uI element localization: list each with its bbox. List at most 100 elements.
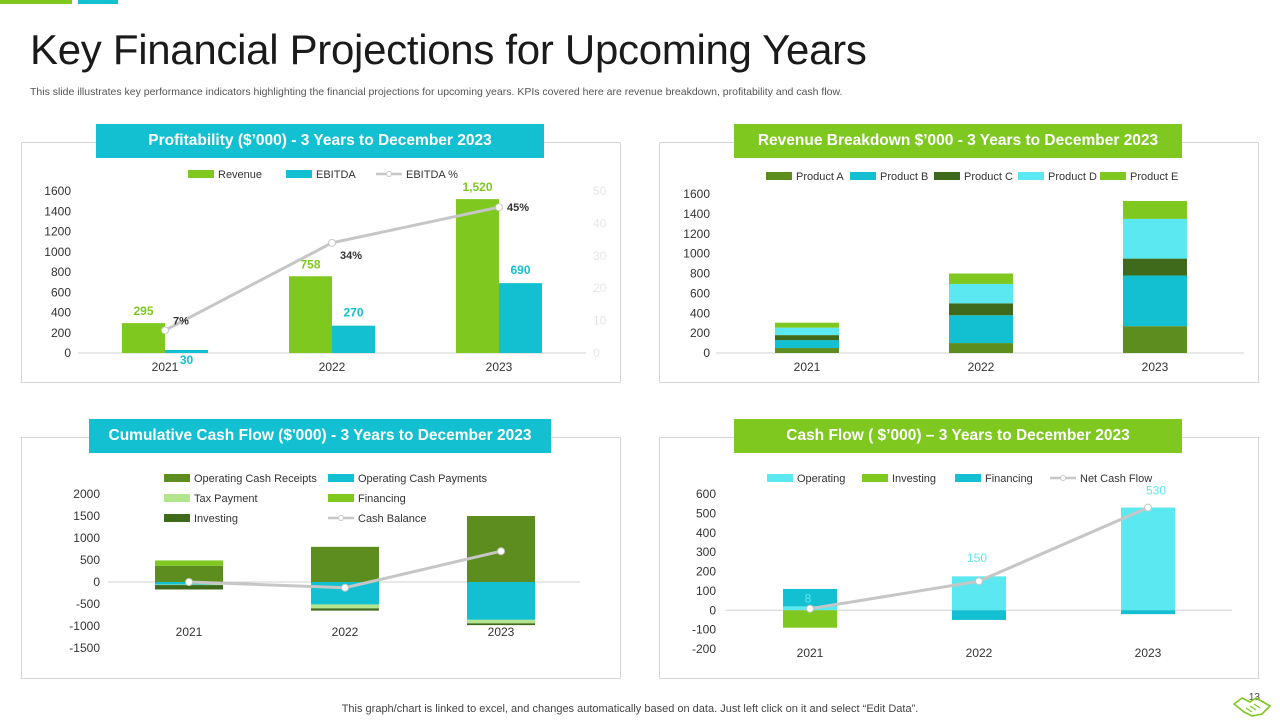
profit-xtick: 2022 bbox=[319, 360, 346, 374]
profit-legend-label: EBITDA bbox=[316, 169, 356, 181]
cashflow-point-net bbox=[975, 577, 983, 586]
revenue-legend-swatch bbox=[1018, 172, 1044, 180]
cumcash-ytick: -500 bbox=[76, 597, 100, 611]
profit-label-revenue: 1,520 bbox=[462, 180, 492, 194]
cashflow-ytick: -100 bbox=[692, 623, 716, 637]
revenue-xtick: 2023 bbox=[1142, 360, 1169, 374]
revenue-bar-product-c bbox=[775, 335, 839, 341]
revenue-bar-product-b bbox=[1123, 275, 1187, 327]
cumcash-legend-swatch bbox=[328, 494, 354, 502]
profit-ytick: 1400 bbox=[44, 204, 71, 218]
cumcash-ytick: -1500 bbox=[69, 641, 100, 655]
revenue-bar-product-e bbox=[775, 322, 839, 328]
revenue-bar-product-a bbox=[775, 348, 839, 353]
profit-legend-dot-key bbox=[386, 171, 392, 177]
cashflow-legend-dot-key bbox=[1060, 475, 1066, 481]
profit-label-ebitda-pct: 45% bbox=[507, 202, 529, 214]
revenue-ytick: 1000 bbox=[683, 247, 710, 261]
page-number: 13 bbox=[1248, 692, 1260, 703]
revenue-legend-label: Product A bbox=[796, 171, 844, 183]
profit-ytick: 1200 bbox=[44, 225, 71, 239]
cumcash-bar-operating-cash-receipts bbox=[311, 546, 379, 582]
cashflow-legend-swatch bbox=[862, 474, 888, 482]
profit-label-ebitda: 30 bbox=[180, 353, 194, 367]
cumcash-ytick: 2000 bbox=[73, 487, 100, 501]
page-title: Key Financial Projections for Upcoming Y… bbox=[30, 26, 867, 73]
cumcash-legend-swatch bbox=[164, 474, 190, 482]
cashflow-ytick: 400 bbox=[696, 526, 716, 540]
profit-ytick: 1600 bbox=[44, 184, 71, 198]
cumcash-xtick: 2023 bbox=[488, 625, 515, 639]
cashflow-ytick: 600 bbox=[696, 487, 716, 501]
cumcash-point-balance bbox=[497, 547, 505, 556]
cumcash-legend-swatch bbox=[164, 494, 190, 502]
profit-ytick: 200 bbox=[51, 326, 71, 340]
cashflow-ytick: 100 bbox=[696, 584, 716, 598]
revenue-bar-product-c bbox=[949, 303, 1013, 316]
cumcash-bar-operating-cash-payments bbox=[467, 582, 535, 620]
cumcash-legend-label: Investing bbox=[194, 513, 238, 525]
cashflow-bar-operating bbox=[1121, 507, 1175, 611]
cashflow-xtick: 2023 bbox=[1135, 646, 1162, 660]
revenue-bar-product-c bbox=[1123, 258, 1187, 276]
cashflow-label-net: 150 bbox=[967, 551, 987, 565]
cashflow-point-net bbox=[806, 604, 814, 613]
revenue-xtick: 2021 bbox=[794, 360, 821, 374]
revenue-ytick: 200 bbox=[690, 326, 710, 340]
profit-label-revenue: 758 bbox=[300, 257, 320, 271]
cumcash-ytick: -1000 bbox=[69, 619, 100, 633]
profit-label-revenue: 295 bbox=[133, 304, 153, 318]
accent-bar-cyan bbox=[78, 0, 118, 4]
profit-bar-revenue bbox=[456, 199, 499, 353]
cashflow-bar-investing bbox=[783, 610, 837, 628]
profit-ytick: 600 bbox=[51, 285, 71, 299]
cumcash-legend-label: Operating Cash Receipts bbox=[194, 473, 317, 485]
revenue-legend-label: Product C bbox=[964, 171, 1013, 183]
profit-bar-revenue bbox=[122, 323, 165, 353]
cash-flow-header: Cash Flow ( $’000) – 3 Years to December… bbox=[734, 419, 1182, 453]
cumcash-bar-tax-payment bbox=[311, 604, 379, 609]
profit-legend-swatch bbox=[286, 170, 312, 178]
cumcash-bar-tax-payment bbox=[467, 619, 535, 624]
revenue-legend-label: Product B bbox=[880, 171, 928, 183]
profit-legend-label: EBITDA % bbox=[406, 169, 458, 181]
cashflow-ytick: 500 bbox=[696, 506, 716, 520]
profit-legend-swatch bbox=[188, 170, 214, 178]
cashflow-xtick: 2021 bbox=[797, 646, 824, 660]
cumcash-bar-investing bbox=[467, 623, 535, 626]
revenue-ytick: 1400 bbox=[683, 207, 710, 221]
revenue-ytick: 1200 bbox=[683, 227, 710, 241]
cashflow-legend-label: Net Cash Flow bbox=[1080, 473, 1152, 485]
page-subtitle: This slide illustrates key performance i… bbox=[30, 86, 843, 98]
revenue-ytick: 0 bbox=[703, 346, 710, 360]
profit-y2tick: 20 bbox=[593, 281, 607, 295]
profit-bar-ebitda bbox=[332, 325, 375, 353]
profit-xtick: 2023 bbox=[486, 360, 513, 374]
cashflow-ytick: 0 bbox=[709, 603, 716, 617]
revenue-legend-label: Product E bbox=[1130, 171, 1178, 183]
cumcash-ytick: 1500 bbox=[73, 509, 100, 523]
cashflow-legend-label: Financing bbox=[985, 473, 1033, 485]
cumcash-point-balance bbox=[341, 583, 349, 592]
revenue-bar-product-d bbox=[1123, 218, 1187, 259]
profit-xtick: 2021 bbox=[152, 360, 179, 374]
cumcash-point-balance bbox=[185, 578, 193, 586]
profit-label-ebitda: 270 bbox=[343, 306, 363, 320]
profit-bar-ebitda bbox=[499, 283, 542, 353]
footer-note: This graph/chart is linked to excel, and… bbox=[341, 703, 919, 715]
cumcash-xtick: 2022 bbox=[332, 625, 359, 639]
profit-bar-revenue bbox=[289, 276, 332, 353]
cashflow-label-net: 8 bbox=[805, 592, 812, 606]
revenue-legend-swatch bbox=[850, 172, 876, 180]
profit-ytick: 1000 bbox=[44, 245, 71, 259]
profit-ytick: 400 bbox=[51, 306, 71, 320]
revenue-bar-product-d bbox=[775, 327, 839, 336]
cumcash-legend-label: Tax Payment bbox=[194, 493, 258, 505]
revenue-bar-product-e bbox=[949, 273, 1013, 284]
cumulative-cash-header: Cumulative Cash Flow ($'000) - 3 Years t… bbox=[89, 419, 551, 453]
revenue-legend-swatch bbox=[1100, 172, 1126, 180]
profitability-header: Profitability ($’000) - 3 Years to Decem… bbox=[96, 124, 544, 158]
cumcash-legend-swatch bbox=[328, 474, 354, 482]
revenue-header: Revenue Breakdown $’000 - 3 Years to Dec… bbox=[734, 124, 1182, 158]
